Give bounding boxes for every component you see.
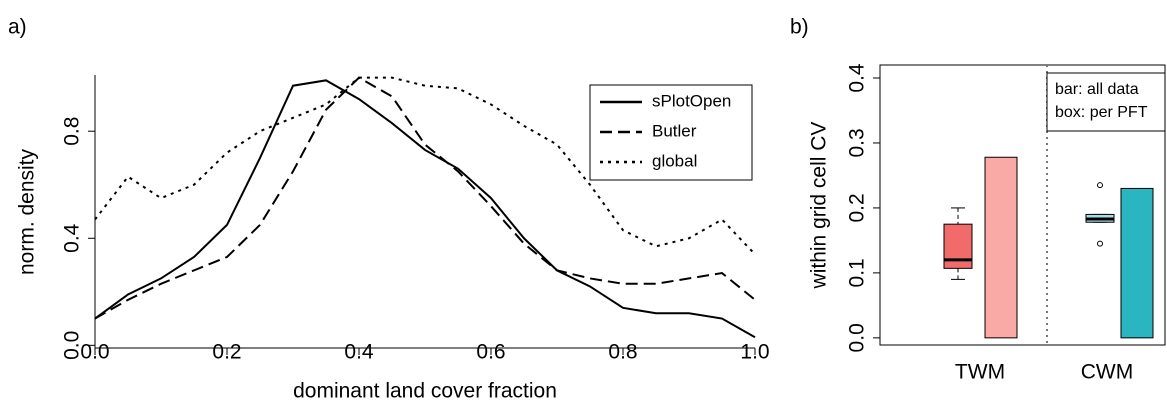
legend-label: box: per PFT: [1055, 104, 1148, 121]
bar: [984, 156, 1018, 339]
x-tick-label: CWM: [1081, 361, 1133, 384]
y-tick-label: 0.0: [846, 323, 869, 352]
series-line: [94, 76, 756, 320]
outlier: [1097, 240, 1103, 247]
plot-frame: [879, 64, 1166, 346]
x-tick-label: 0.0: [80, 341, 109, 364]
series-line: [94, 79, 756, 339]
y-axis-label: norm. density: [16, 148, 39, 275]
legend-label: global: [652, 151, 697, 170]
y-tick-label: 0.4: [846, 63, 869, 93]
y-tick-label: 0.8: [61, 117, 84, 146]
legend-label: bar: all data: [1055, 81, 1139, 98]
y-tick-label: 0.1: [846, 258, 869, 287]
y-axis-label: within grid cell CV: [808, 122, 831, 290]
y-tick-label: 0.3: [846, 128, 869, 157]
panel-label: b): [790, 16, 809, 39]
x-axis-label: dominant land cover fraction: [293, 380, 557, 403]
legend-label: sPlotOpen: [652, 91, 731, 110]
y-tick-label: 0.2: [846, 193, 869, 222]
bar: [1120, 187, 1154, 339]
legend-box: [1046, 72, 1166, 132]
series-line: [94, 76, 756, 256]
x-tick-label: 1.0: [740, 341, 769, 364]
x-tick-label: 0.2: [212, 341, 241, 364]
x-tick-label: 0.6: [476, 341, 505, 364]
outlier: [1097, 182, 1103, 189]
y-tick-label: 0.4: [61, 223, 84, 253]
y-tick-label: 0.0: [61, 331, 84, 360]
box: [943, 223, 973, 269]
legend-label: Butler: [652, 121, 697, 140]
panel-label: a): [8, 16, 27, 39]
x-tick-label: TWM: [955, 361, 1005, 384]
x-tick-label: 0.8: [608, 341, 637, 364]
x-tick-label: 0.4: [344, 341, 374, 364]
